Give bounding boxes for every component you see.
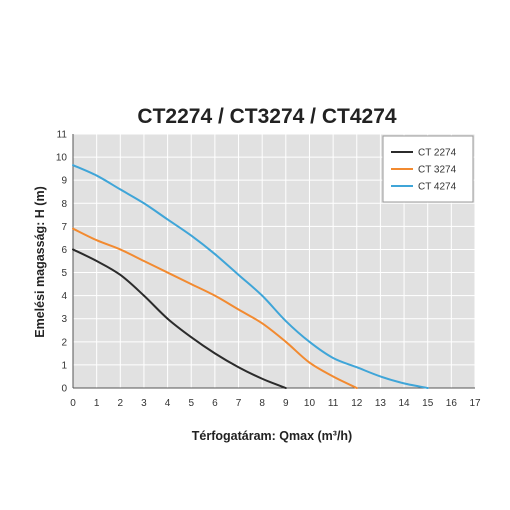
y-tick-label: 2 [61, 337, 67, 348]
x-tick-label: 12 [351, 398, 363, 409]
x-tick-label: 17 [469, 398, 481, 409]
series-line-ct-3274 [72, 227, 358, 389]
x-tick-label: 16 [446, 398, 458, 409]
series-line-ct-2274 [72, 248, 287, 389]
x-tick-label: 7 [236, 398, 242, 409]
y-tick-label: 11 [57, 130, 68, 141]
y-tick-label: 4 [61, 291, 67, 302]
y-tick-label: 1 [61, 360, 67, 371]
y-tick-label: 3 [61, 314, 67, 325]
y-tick-label: 6 [61, 245, 67, 256]
x-tick-label: 4 [165, 398, 171, 409]
y-tick-label: 10 [56, 153, 68, 164]
x-tick-label: 0 [70, 398, 76, 409]
axes [72, 134, 475, 389]
x-tick-label: 10 [304, 398, 316, 409]
x-tick-label: 6 [212, 398, 218, 409]
chart-title: CT2274 / CT3274 / CT4274 [137, 105, 396, 128]
x-tick-label: 1 [94, 398, 100, 409]
legend-label-ct-3274: CT 3274 [418, 165, 457, 176]
y-axis-label: Emelési magasság: H (m) [33, 186, 47, 337]
y-tick-label: 9 [61, 176, 67, 187]
x-tick-label: 13 [375, 398, 387, 409]
legend-label-ct-4274: CT 4274 [418, 182, 457, 193]
x-tick-label: 9 [283, 398, 289, 409]
x-tick-label: 5 [188, 398, 194, 409]
series-lines [72, 164, 429, 389]
x-axis-label: Térfogatáram: Qmax (m³/h) [192, 429, 352, 443]
series-line-ct-4274 [72, 164, 429, 389]
y-tick-labels: 0 1 2 3 4 5 6 7 8 9 10 11 [56, 130, 68, 395]
y-tick-label: 0 [61, 384, 67, 395]
x-tick-label: 3 [141, 398, 147, 409]
y-tick-label: 5 [61, 268, 67, 279]
legend: CT 2274 CT 3274 CT 4274 [382, 135, 474, 203]
x-tick-label: 11 [328, 398, 339, 409]
y-tick-label: 7 [61, 222, 67, 233]
x-tick-label: 14 [398, 398, 410, 409]
x-tick-label: 8 [259, 398, 265, 409]
x-tick-label: 15 [422, 398, 434, 409]
x-tick-labels: 0 1 2 3 4 5 6 7 8 9 10 11 12 13 14 15 16 17 [70, 398, 481, 409]
x-tick-label: 2 [118, 398, 124, 409]
y-tick-label: 8 [61, 199, 67, 210]
legend-label-ct-2274: CT 2274 [418, 148, 457, 159]
